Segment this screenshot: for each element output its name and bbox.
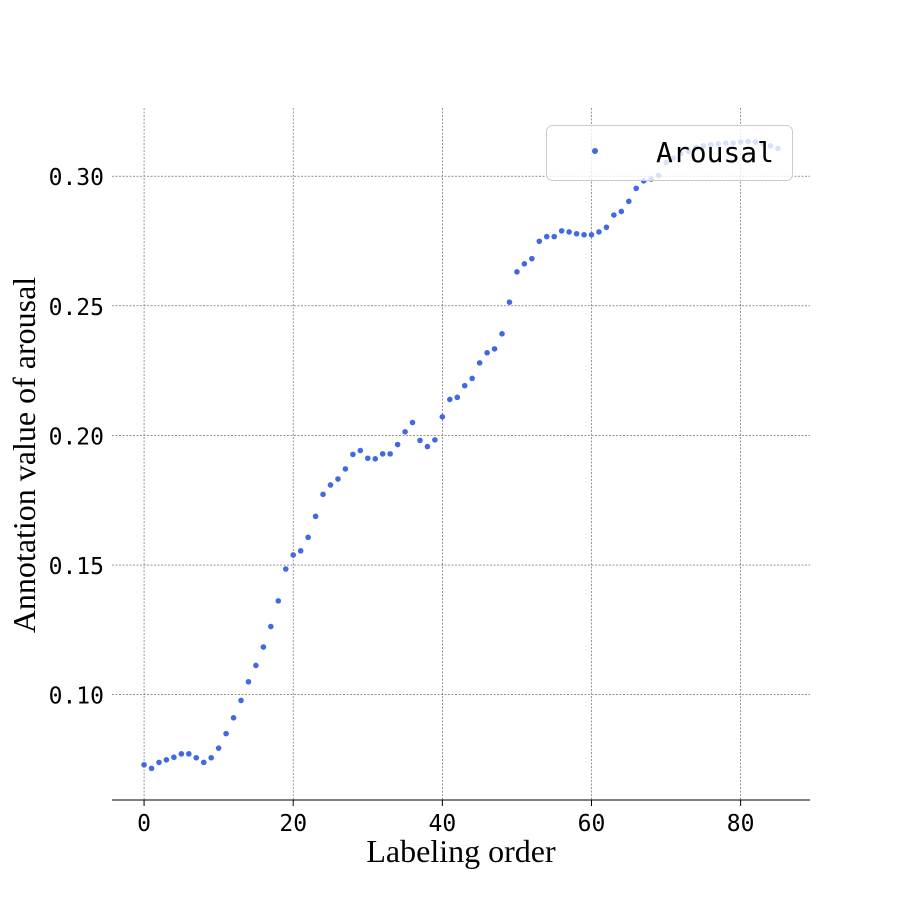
legend: Arousal bbox=[546, 125, 793, 181]
data-point bbox=[364, 455, 371, 462]
data-point bbox=[447, 396, 453, 403]
data-point bbox=[282, 566, 289, 572]
x-axis-title: Labeling order bbox=[366, 833, 556, 869]
x-axis-ticks: 0 20 40 60 80 bbox=[137, 800, 754, 837]
x-tick-label: 80 bbox=[727, 811, 755, 837]
grid-lines bbox=[112, 108, 810, 800]
legend-label-arousal: Arousal bbox=[656, 136, 774, 169]
data-point bbox=[402, 429, 408, 435]
data-point bbox=[417, 437, 423, 444]
data-point bbox=[566, 229, 572, 235]
data-point bbox=[491, 346, 498, 352]
data-point bbox=[200, 759, 207, 766]
data-point bbox=[148, 765, 155, 772]
data-point bbox=[253, 662, 259, 669]
legend-box bbox=[546, 125, 793, 181]
data-point bbox=[558, 228, 565, 234]
data-point bbox=[521, 261, 528, 267]
x-tick-label: 20 bbox=[279, 811, 307, 837]
data-point bbox=[327, 482, 334, 488]
data-point bbox=[297, 548, 304, 554]
data-point bbox=[625, 198, 632, 205]
data-point bbox=[171, 754, 177, 761]
data-point bbox=[543, 233, 550, 240]
data-point bbox=[268, 623, 274, 630]
data-point bbox=[186, 751, 192, 757]
data-point bbox=[305, 534, 311, 541]
data-point bbox=[529, 255, 535, 262]
data-point bbox=[379, 451, 386, 457]
data-point bbox=[275, 598, 282, 604]
data-point bbox=[230, 715, 237, 721]
data-point bbox=[514, 269, 520, 275]
data-point bbox=[484, 349, 490, 356]
y-tick-label: 0.20 bbox=[49, 424, 104, 450]
data-point bbox=[618, 208, 625, 215]
x-tick-label: 60 bbox=[578, 811, 606, 837]
data-points bbox=[141, 138, 781, 772]
data-point bbox=[312, 513, 319, 520]
data-point bbox=[499, 331, 505, 337]
data-point bbox=[342, 466, 349, 472]
data-point bbox=[394, 441, 401, 448]
data-point bbox=[581, 231, 587, 238]
data-point bbox=[357, 447, 364, 454]
y-tick-label: 0.10 bbox=[49, 684, 104, 710]
y-axis-ticks: 0.10 0.15 0.20 0.25 0.30 bbox=[49, 165, 104, 710]
data-point bbox=[603, 224, 610, 231]
data-point bbox=[633, 185, 640, 192]
data-point bbox=[178, 751, 185, 757]
data-point bbox=[432, 437, 438, 443]
data-point bbox=[320, 491, 326, 498]
data-point bbox=[260, 644, 267, 650]
data-point bbox=[611, 212, 617, 218]
data-point bbox=[245, 678, 252, 685]
data-point bbox=[238, 697, 244, 704]
data-point bbox=[223, 730, 229, 737]
data-point bbox=[350, 451, 356, 458]
data-point bbox=[290, 552, 297, 558]
data-point bbox=[335, 476, 341, 482]
y-tick-label: 0.25 bbox=[49, 295, 104, 321]
data-point bbox=[588, 231, 595, 238]
y-tick-label: 0.30 bbox=[49, 165, 104, 191]
data-point bbox=[424, 443, 431, 450]
x-tick-label: 0 bbox=[137, 811, 151, 837]
data-point bbox=[596, 229, 602, 235]
data-point bbox=[469, 375, 475, 382]
y-axis-title: Annotation value of arousal bbox=[6, 277, 42, 633]
data-point bbox=[573, 230, 580, 237]
data-point bbox=[372, 455, 379, 462]
data-point bbox=[387, 451, 393, 457]
data-point bbox=[208, 754, 214, 761]
data-point bbox=[439, 413, 446, 420]
data-point bbox=[156, 759, 162, 766]
data-point bbox=[461, 382, 468, 389]
legend-marker-arousal bbox=[592, 148, 598, 154]
x-tick-label: 40 bbox=[429, 811, 457, 837]
data-point bbox=[454, 394, 461, 401]
data-point bbox=[551, 233, 558, 240]
data-point bbox=[141, 761, 147, 768]
data-point bbox=[536, 238, 543, 245]
data-point bbox=[193, 754, 200, 761]
data-point bbox=[506, 299, 513, 305]
data-point bbox=[476, 360, 483, 366]
data-point bbox=[409, 419, 416, 426]
data-point bbox=[163, 757, 170, 763]
data-point bbox=[215, 745, 222, 751]
y-tick-label: 0.15 bbox=[49, 554, 104, 580]
